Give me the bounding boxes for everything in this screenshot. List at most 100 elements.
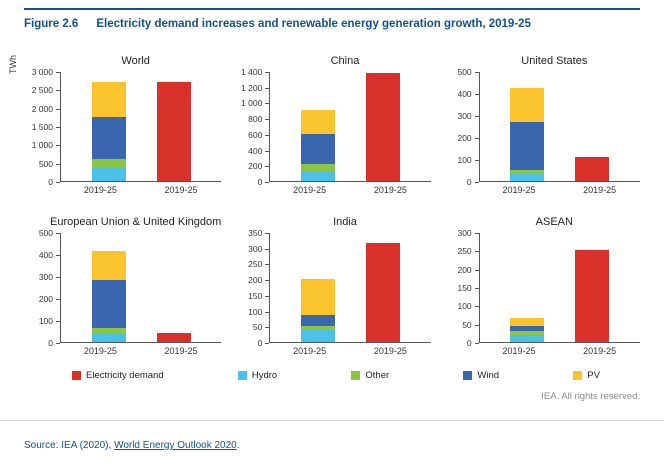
x-label: 2019-25	[502, 346, 536, 356]
y-tick-label: 0	[466, 177, 479, 187]
legend-item-other: Other	[351, 370, 389, 381]
legend-item-pv: PV	[573, 370, 600, 381]
charts-grid: TWh World 0 500 1 000 1 500 2 000 2 500 3 000 …	[8, 40, 640, 356]
y-tick-label: 300	[457, 228, 479, 238]
chart-united-states: United States 0 100 200 300 400 500 2019-25 2…	[443, 40, 640, 195]
y-tick-label: 300	[248, 243, 270, 254]
y-tick-label: 500	[38, 228, 61, 238]
y-tick-label: 200	[38, 294, 61, 304]
segment-other	[510, 170, 545, 175]
copyright-note: IEA. All rights reserved.	[541, 391, 640, 402]
segment-hydro	[301, 329, 336, 342]
y-tick-label: 300	[457, 111, 479, 121]
x-axis-labels: 2019-25 2019-25	[479, 182, 640, 195]
x-label: 2019-25	[373, 185, 407, 195]
figure-header: Figure 2.6 Electricity demand increases …	[24, 8, 640, 30]
segment-other	[510, 331, 545, 336]
segment-wind	[301, 133, 336, 164]
y-tick-label: 200	[248, 161, 270, 172]
segment-wind	[91, 116, 126, 160]
x-axis-labels: 2019-25 2019-25	[60, 343, 221, 356]
electricity-demand-bar	[156, 82, 191, 181]
legend-label: Hydro	[251, 370, 278, 381]
legend-item-wind: Wind	[463, 370, 499, 381]
segment-wind	[301, 315, 336, 327]
electricity-demand-swatch	[72, 371, 81, 380]
y-tick-label: 200	[457, 264, 479, 275]
y-tick-label: 0	[257, 338, 269, 348]
y-tick-label: 100	[457, 301, 479, 312]
x-label: 2019-25	[164, 346, 198, 356]
y-tick-label: 1 000	[241, 98, 270, 109]
source-prefix: Source: IEA (2020),	[24, 440, 115, 451]
segment-hydro	[510, 174, 545, 181]
source-suffix: .	[236, 440, 240, 451]
source-line: Source: IEA (2020), World Energy Outlook…	[24, 440, 240, 451]
y-tick-label: 600	[248, 129, 270, 140]
x-label: 2019-25	[164, 185, 198, 195]
chart-china: China 0 200 400 600 800 1 000 1 200 1 400 2019-…	[233, 40, 431, 195]
plot-area	[269, 72, 431, 182]
y-tick-label: 100	[38, 316, 61, 326]
electricity-demand-bar	[575, 250, 610, 342]
y-tick-label: 100	[457, 155, 479, 165]
plot-area	[60, 72, 222, 182]
y-axis: 0 500 1 000 1 500 2 000 2 500 3 000	[24, 67, 61, 187]
segment-wind	[91, 280, 126, 328]
segment-wind	[510, 121, 545, 171]
x-label: 2019-25	[373, 346, 407, 356]
y-tick-label: 1 200	[241, 82, 270, 93]
x-label: 2019-25	[583, 185, 617, 195]
legend-label: Electricity demand	[86, 370, 164, 381]
legend-label: Other	[365, 370, 390, 381]
y-axis-unit-label: TWh	[8, 55, 18, 74]
y-tick-label: 2 000	[31, 103, 61, 114]
y-tick-label: 3 000	[31, 67, 61, 77]
chart-asean: ASEAN 0 50 100 150 200 250 300 2019-25 2019-25	[443, 201, 640, 356]
segment-hydro	[91, 333, 126, 342]
x-axis-labels: 2019-25 2019-25	[269, 343, 430, 356]
y-tick-label: 350	[248, 228, 270, 238]
x-axis-labels: 2019-25 2019-25	[60, 182, 221, 195]
plot-area	[478, 233, 640, 343]
y-tick-label: 200	[248, 275, 270, 286]
segment-hydro	[301, 170, 336, 181]
y-axis: 0 100 200 300 400 500	[24, 228, 61, 348]
x-label: 2019-25	[293, 346, 327, 356]
y-tick-label: 0	[257, 177, 269, 187]
y-axis: 0 100 200 300 400 500	[443, 67, 479, 187]
wind-swatch	[463, 371, 473, 380]
x-label: 2019-25	[502, 185, 536, 195]
chart-title: China	[330, 55, 360, 68]
segment-other	[301, 326, 336, 330]
segment-other	[301, 163, 336, 171]
segment-pv	[301, 110, 336, 134]
plot-area	[269, 233, 431, 343]
chart-eu-uk: European Union & United Kingdom 0 100 200 3…	[24, 201, 222, 356]
figure-title: Electricity demand increases and renewab…	[96, 18, 531, 30]
segment-pv	[91, 82, 126, 117]
y-tick-label: 250	[248, 259, 270, 270]
segment-pv	[91, 250, 126, 281]
y-tick-label: 400	[38, 250, 61, 260]
segment-hydro	[510, 335, 545, 342]
other-swatch	[351, 371, 361, 380]
source-link[interactable]: World Energy Outlook 2020	[114, 440, 237, 451]
x-axis-labels: 2019-25 2019-25	[269, 182, 430, 195]
chart-title: United States	[521, 55, 588, 68]
segment-pv	[301, 279, 336, 316]
legend-label: PV	[587, 370, 600, 381]
y-tick-label: 0	[48, 338, 60, 348]
legend-item-electricity-demand: Electricity demand	[72, 370, 164, 381]
renewables-stacked-bar	[510, 87, 545, 181]
y-axis: 0 50 100 150 200 250 300	[443, 228, 480, 348]
pv-swatch	[573, 371, 583, 380]
segment-hydro	[91, 168, 126, 181]
y-axis: 0 200 400 600 800 1 000 1 200 1 400	[233, 67, 270, 187]
figure-number: Figure 2.6	[24, 18, 79, 30]
y-tick-label: 150	[457, 283, 479, 293]
renewables-stacked-bar	[301, 279, 336, 342]
electricity-demand-bar	[365, 243, 400, 342]
y-tick-label: 2 500	[31, 85, 61, 96]
